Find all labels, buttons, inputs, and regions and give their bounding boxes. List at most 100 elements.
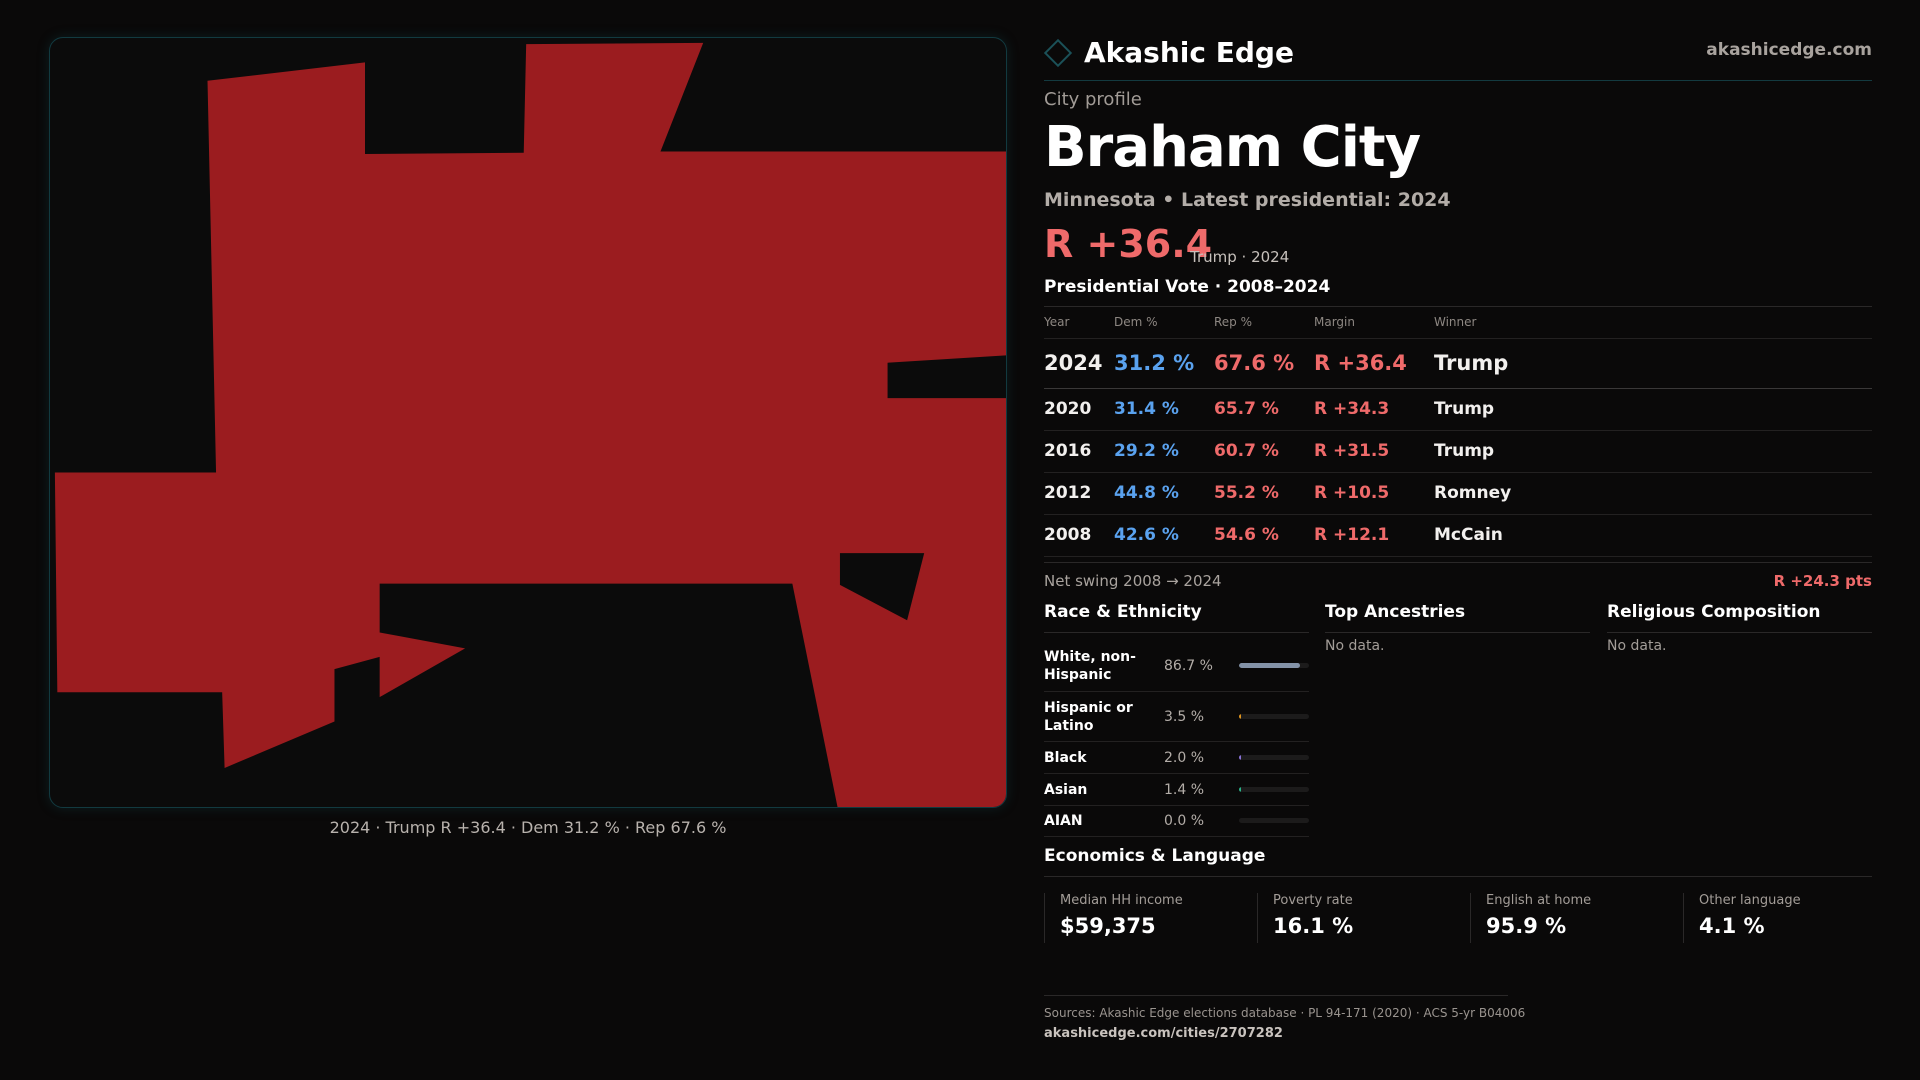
cell-dem: 31.2 %	[1114, 338, 1214, 389]
econ-stat: Median HH income $59,375	[1044, 893, 1183, 943]
cell-winner: Trump	[1434, 338, 1872, 389]
race-pct: 86.7 %	[1164, 657, 1213, 674]
race-bar	[1239, 663, 1309, 668]
header-divider	[1044, 80, 1872, 81]
map-caption: 2024 · Trump R +36.4 · Dem 31.2 % · Rep …	[329, 818, 727, 837]
race-label: White, non-Hispanic	[1044, 648, 1136, 683]
race-bar-fill	[1239, 714, 1242, 719]
page-kicker: City profile	[1044, 89, 1142, 110]
race-row: Hispanic or Latino 3.5 %	[1044, 692, 1309, 742]
race-title: Race & Ethnicity	[1044, 602, 1309, 633]
race-bar-fill	[1239, 755, 1241, 760]
cell-year: 2024	[1044, 338, 1114, 389]
table-row: 2016 29.2 % 60.7 % R +31.5 Trump	[1044, 430, 1872, 473]
city-boundary-shape	[54, 42, 1006, 807]
race-label: Asian	[1044, 781, 1088, 798]
footer-divider	[1044, 995, 1508, 996]
cell-dem: 31.4 %	[1114, 388, 1214, 431]
race-pct: 3.5 %	[1164, 708, 1205, 725]
religion-empty: No data.	[1607, 638, 1667, 654]
col-dem: Dem %	[1114, 306, 1214, 339]
brand-logo[interactable]: Akashic Edge	[1043, 36, 1294, 69]
econ-title: Economics & Language	[1044, 846, 1872, 877]
econ-value: 16.1 %	[1273, 914, 1354, 938]
diamond-icon	[1043, 38, 1073, 67]
race-bar	[1239, 755, 1309, 760]
race-bar-fill	[1239, 787, 1241, 792]
col-year: Year	[1044, 306, 1114, 339]
cell-year: 2020	[1044, 388, 1114, 431]
race-pct: 1.4 %	[1164, 781, 1205, 798]
col-rep: Rep %	[1214, 306, 1314, 339]
cell-rep: 54.6 %	[1214, 514, 1314, 557]
cell-rep: 67.6 %	[1214, 338, 1314, 389]
cell-dem: 44.8 %	[1114, 472, 1214, 515]
latest-margin-note: Trump · 2024	[1190, 248, 1290, 266]
sources-text: Sources: Akashic Edge elections database…	[1044, 1006, 1526, 1020]
econ-stat: English at home 95.9 %	[1470, 893, 1591, 943]
table-row: 2020 31.4 % 65.7 % R +34.3 Trump	[1044, 388, 1872, 431]
ancestry-title: Top Ancestries	[1325, 602, 1590, 633]
race-pct: 2.0 %	[1164, 749, 1205, 766]
race-row: AIAN 0.0 %	[1044, 805, 1309, 837]
cell-rep: 60.7 %	[1214, 430, 1314, 473]
page-subtitle: Minnesota • Latest presidential: 2024	[1044, 189, 1451, 211]
vote-table: Year Dem % Rep % Margin Winner 2024 31.2 …	[1044, 306, 1872, 557]
econ-stat: Poverty rate 16.1 %	[1257, 893, 1353, 943]
brand-name: Akashic Edge	[1084, 36, 1294, 69]
cell-rep: 55.2 %	[1214, 472, 1314, 515]
econ-stat: Other language 4.1 %	[1683, 893, 1801, 943]
page-url[interactable]: akashicedge.com/cities/2707282	[1044, 1026, 1283, 1041]
cell-dem: 42.6 %	[1114, 514, 1214, 557]
city-map[interactable]	[49, 37, 1007, 808]
page-title: Braham City	[1044, 115, 1421, 180]
econ-value: 95.9 %	[1486, 914, 1567, 938]
race-bar-fill	[1239, 663, 1300, 668]
cell-margin: R +34.3	[1314, 388, 1434, 431]
race-bar	[1239, 818, 1309, 823]
net-swing-label: Net swing 2008 → 2024	[1044, 572, 1222, 590]
cell-rep: 65.7 %	[1214, 388, 1314, 431]
table-row: 2024 31.2 % 67.6 % R +36.4 Trump	[1044, 338, 1872, 389]
vote-section-title: Presidential Vote · 2008–2024	[1044, 277, 1331, 297]
table-row: 2012 44.8 % 55.2 % R +10.5 Romney	[1044, 472, 1872, 515]
table-row: 2008 42.6 % 54.6 % R +12.1 McCain	[1044, 514, 1872, 557]
map-svg	[54, 42, 1006, 807]
site-link[interactable]: akashicedge.com	[1706, 40, 1872, 60]
race-bar	[1239, 714, 1309, 719]
cell-winner: Trump	[1434, 430, 1872, 473]
race-row: White, non-Hispanic 86.7 %	[1044, 640, 1309, 692]
cell-winner: Trump	[1434, 388, 1872, 431]
econ-value: $59,375	[1060, 914, 1156, 938]
latest-margin: R +36.4	[1044, 222, 1213, 266]
cell-dem: 29.2 %	[1114, 430, 1214, 473]
divider	[1044, 562, 1872, 563]
cell-year: 2008	[1044, 514, 1114, 557]
cell-year: 2016	[1044, 430, 1114, 473]
cell-margin: R +31.5	[1314, 430, 1434, 473]
race-label: Black	[1044, 749, 1087, 766]
ancestry-empty: No data.	[1325, 638, 1385, 654]
religion-title: Religious Composition	[1607, 602, 1872, 633]
race-label: Hispanic or Latino	[1044, 699, 1133, 734]
cell-margin: R +10.5	[1314, 472, 1434, 515]
race-row: Asian 1.4 %	[1044, 774, 1309, 806]
econ-label: English at home	[1486, 893, 1592, 908]
net-swing-value: R +24.3 pts	[1773, 572, 1872, 590]
cell-winner: Romney	[1434, 472, 1872, 515]
col-margin: Margin	[1314, 306, 1434, 339]
race-label: AIAN	[1044, 812, 1083, 829]
econ-value: 4.1 %	[1699, 914, 1765, 938]
econ-label: Median HH income	[1060, 893, 1183, 908]
col-winner: Winner	[1434, 306, 1872, 339]
cell-year: 2012	[1044, 472, 1114, 515]
race-pct: 0.0 %	[1164, 812, 1205, 829]
econ-label: Poverty rate	[1273, 893, 1353, 908]
map-hole	[839, 553, 925, 621]
econ-label: Other language	[1699, 893, 1801, 908]
race-row: Black 2.0 %	[1044, 742, 1309, 774]
cell-margin: R +36.4	[1314, 338, 1434, 389]
race-bar	[1239, 787, 1309, 792]
cell-winner: McCain	[1434, 514, 1872, 557]
cell-margin: R +12.1	[1314, 514, 1434, 557]
